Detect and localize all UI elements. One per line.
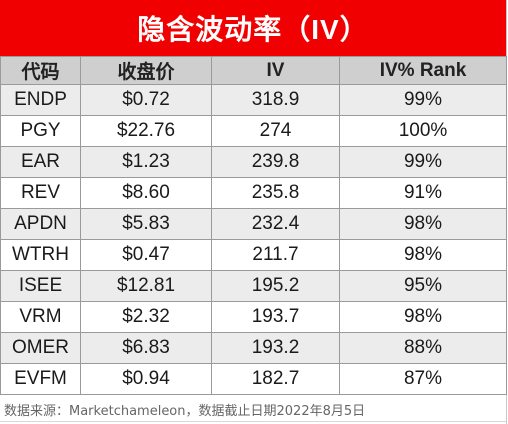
cell-iv: 235.8 xyxy=(211,177,340,209)
cell-iv: 318.9 xyxy=(211,84,340,116)
header-row: 代码 收盘价 IV IV% Rank xyxy=(0,56,507,85)
cell-close-price: $0.72 xyxy=(80,84,212,116)
cell-close-price: $1.23 xyxy=(80,146,212,178)
cell-iv-rank: 87% xyxy=(339,363,507,395)
cell-iv-rank: 95% xyxy=(339,270,507,302)
table-row: EVFM $0.94 182.7 87% xyxy=(0,363,507,395)
cell-iv-rank: 99% xyxy=(339,146,507,178)
cell-close-price: $5.83 xyxy=(80,208,212,240)
header-ticker: 代码 xyxy=(0,56,81,85)
cell-iv: 182.7 xyxy=(211,363,340,395)
header-close-price: 收盘价 xyxy=(80,56,212,85)
iv-table: 代码 收盘价 IV IV% Rank ENDP $0.72 318.9 99% … xyxy=(0,56,507,395)
cell-iv: 211.7 xyxy=(211,239,340,271)
cell-close-price: $8.60 xyxy=(80,177,212,209)
cell-iv-rank: 98% xyxy=(339,208,507,240)
table-row: APDN $5.83 232.4 98% xyxy=(0,208,507,240)
cell-ticker: PGY xyxy=(0,115,81,147)
cell-iv: 239.8 xyxy=(211,146,340,178)
table-row: WTRH $0.47 211.7 98% xyxy=(0,239,507,271)
header-iv: IV xyxy=(211,56,340,85)
cell-ticker: ISEE xyxy=(0,270,81,302)
cell-iv-rank: 98% xyxy=(339,301,507,333)
cell-close-price: $0.94 xyxy=(80,363,212,395)
cell-ticker: EVFM xyxy=(0,363,81,395)
cell-iv: 274 xyxy=(211,115,340,147)
table-row: VRM $2.32 193.7 98% xyxy=(0,301,507,333)
cell-ticker: WTRH xyxy=(0,239,81,271)
cell-close-price: $22.76 xyxy=(80,115,212,147)
cell-iv: 193.2 xyxy=(211,332,340,364)
source-note: 数据来源：Marketchameleon，数据截止日期2022年8月5日 xyxy=(4,404,366,419)
cell-close-price: $12.81 xyxy=(80,270,212,302)
cell-close-price: $0.47 xyxy=(80,239,212,271)
cell-close-price: $2.32 xyxy=(80,301,212,333)
cell-close-price: $6.83 xyxy=(80,332,212,364)
cell-iv-rank: 100% xyxy=(339,115,507,147)
cell-ticker: VRM xyxy=(0,301,81,333)
cell-ticker: OMER xyxy=(0,332,81,364)
cell-iv: 195.2 xyxy=(211,270,340,302)
cell-iv-rank: 88% xyxy=(339,332,507,364)
cell-iv-rank: 99% xyxy=(339,84,507,116)
divider xyxy=(0,421,506,422)
table-row: OMER $6.83 193.2 88% xyxy=(0,332,507,364)
cell-iv-rank: 91% xyxy=(339,177,507,209)
cell-ticker: REV xyxy=(0,177,81,209)
table-row: PGY $22.76 274 100% xyxy=(0,115,507,147)
cell-ticker: APDN xyxy=(0,208,81,240)
table-row: EAR $1.23 239.8 99% xyxy=(0,146,507,178)
cell-ticker: ENDP xyxy=(0,84,81,116)
table-row: ENDP $0.72 318.9 99% xyxy=(0,84,507,116)
cell-iv: 193.7 xyxy=(211,301,340,333)
cell-ticker: EAR xyxy=(0,146,81,178)
table-title: 隐含波动率（IV） xyxy=(0,0,506,56)
cell-iv: 232.4 xyxy=(211,208,340,240)
header-iv-rank: IV% Rank xyxy=(339,56,507,85)
table-row: ISEE $12.81 195.2 95% xyxy=(0,270,507,302)
table-row: REV $8.60 235.8 91% xyxy=(0,177,507,209)
cell-iv-rank: 98% xyxy=(339,239,507,271)
